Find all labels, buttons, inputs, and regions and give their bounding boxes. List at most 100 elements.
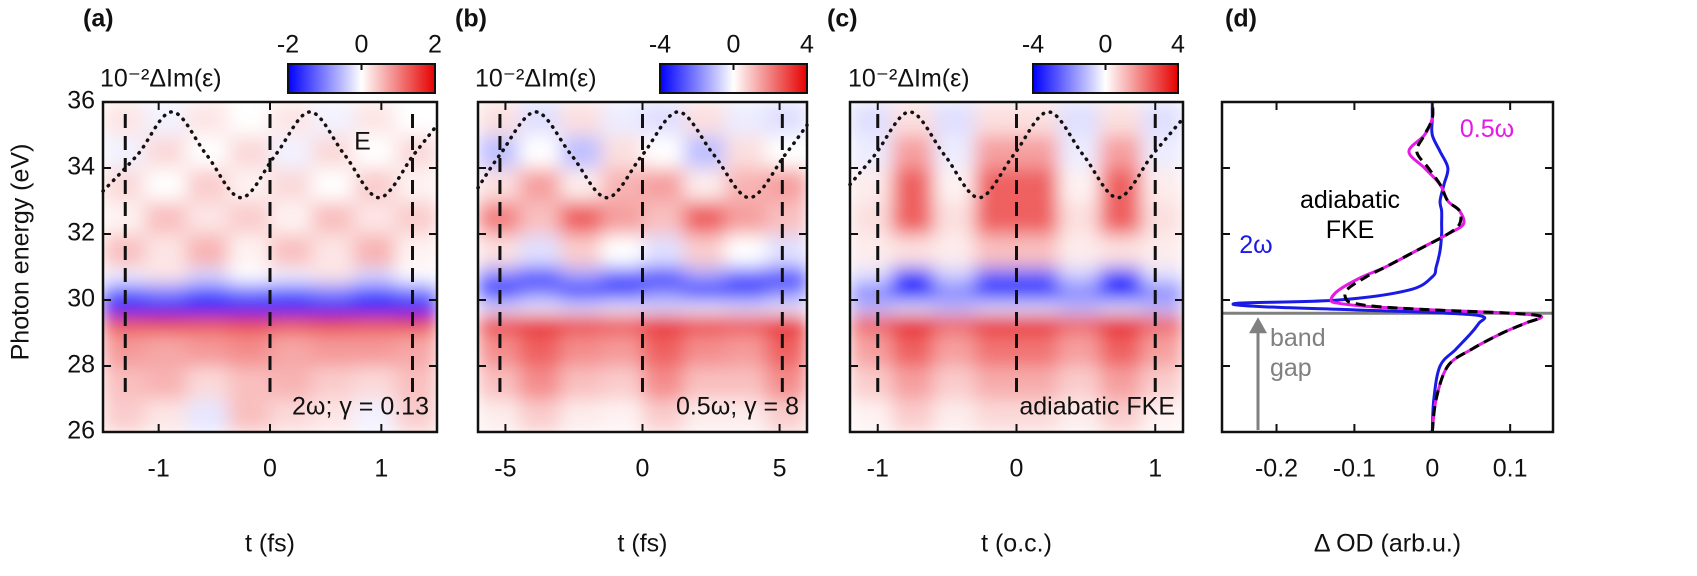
x-axis-label: t (fs) bbox=[245, 530, 295, 558]
heatmap-cell bbox=[765, 399, 807, 432]
heatmap-cell bbox=[1099, 366, 1142, 400]
heatmap-cell bbox=[560, 333, 602, 367]
panel-annotation: 2ω; γ = 0.13 bbox=[292, 393, 429, 421]
heatmap-cell bbox=[933, 300, 976, 316]
heatmap-cell bbox=[560, 234, 602, 268]
heatmap-cell bbox=[891, 333, 934, 367]
y-axis-label: Photon energy (eV) bbox=[7, 144, 35, 361]
heatmap-cell bbox=[311, 135, 354, 169]
heatmap-cell bbox=[186, 333, 229, 367]
heatmap-cell bbox=[353, 135, 396, 169]
x-tick-label: -1 bbox=[867, 455, 889, 483]
heatmap-cell bbox=[1016, 314, 1059, 334]
x-tick-label: 1 bbox=[1148, 455, 1162, 483]
heatmap-cell bbox=[1099, 283, 1142, 301]
heatmap-cell bbox=[601, 366, 643, 400]
heatmap-cell bbox=[1058, 102, 1101, 136]
x-tick-label: 1 bbox=[374, 455, 388, 483]
heatmap-cell bbox=[519, 366, 561, 400]
heatmap-cell bbox=[186, 267, 229, 284]
heatmap-cell bbox=[891, 314, 934, 334]
heatmap-cell bbox=[642, 135, 685, 169]
heatmap-cell bbox=[850, 135, 893, 169]
heatmap-cell bbox=[974, 333, 1017, 367]
heatmap-cell bbox=[353, 168, 396, 202]
x-axis-label: Δ OD (arb.u.) bbox=[1314, 530, 1461, 558]
heatmap-cell bbox=[601, 267, 643, 284]
heatmap-cell bbox=[974, 283, 1017, 301]
heatmap-cell bbox=[186, 102, 229, 136]
heatmap-cell bbox=[601, 300, 643, 316]
heatmap-cell bbox=[974, 102, 1017, 136]
heatmap-cell bbox=[933, 234, 976, 268]
heatmap-cell bbox=[311, 333, 354, 367]
heatmap-cell bbox=[933, 366, 976, 400]
heatmap-cell bbox=[311, 300, 354, 316]
heatmap-cell bbox=[601, 201, 643, 235]
heatmap-cell bbox=[186, 300, 229, 316]
heatmap-cell bbox=[765, 283, 807, 301]
colorbar-tick-label: 0 bbox=[355, 31, 369, 59]
heatmap-cell bbox=[601, 333, 643, 367]
heatmap-cell bbox=[186, 366, 229, 400]
heatmap-cell bbox=[1099, 399, 1142, 432]
heatmap-cell bbox=[724, 201, 767, 235]
heatmap-cell bbox=[228, 283, 271, 301]
heatmap-cell bbox=[560, 366, 602, 400]
heatmap-cell bbox=[850, 267, 893, 284]
x-tick-label: 0.1 bbox=[1493, 455, 1528, 483]
colorbar-tick-label: -4 bbox=[1022, 31, 1044, 59]
heatmap-cell bbox=[850, 201, 893, 235]
heatmap-cell bbox=[933, 168, 976, 202]
y-tick-label: 26 bbox=[67, 417, 95, 445]
heatmap-cell bbox=[144, 366, 187, 400]
panel-annotation: adiabatic FKE bbox=[1019, 393, 1175, 421]
heatmap-cell bbox=[850, 102, 893, 136]
heatmap-cell bbox=[642, 102, 685, 136]
heatmap-cell bbox=[724, 399, 767, 432]
band-gap-arrowhead bbox=[1249, 317, 1267, 334]
heatmap-cell bbox=[933, 399, 976, 432]
x-axis-label: t (fs) bbox=[618, 530, 668, 558]
heatmap-cell bbox=[395, 399, 437, 432]
heatmap-cell bbox=[1141, 333, 1183, 367]
heatmap-cell bbox=[765, 314, 807, 334]
heatmap-cell bbox=[765, 333, 807, 367]
heatmap-cell bbox=[601, 399, 643, 432]
heatmap-cell bbox=[974, 201, 1017, 235]
heatmap-cell bbox=[642, 314, 685, 334]
heatmap-cell bbox=[642, 333, 685, 367]
heatmap-cell bbox=[560, 201, 602, 235]
heatmap-cell bbox=[1141, 283, 1183, 301]
heatmap-cell bbox=[850, 234, 893, 268]
heatmap-cell bbox=[478, 399, 520, 432]
heatmap-cell bbox=[683, 314, 726, 334]
x-axis-label: t (o.c.) bbox=[981, 530, 1052, 558]
heatmap-cell bbox=[560, 168, 602, 202]
heatmap-cell bbox=[1141, 300, 1183, 316]
x-tick-label: -0.2 bbox=[1255, 455, 1298, 483]
panel-label: (a) bbox=[83, 5, 114, 33]
heatmap-cell bbox=[560, 314, 602, 334]
heatmap-cell bbox=[144, 300, 187, 316]
heatmap-cell bbox=[311, 283, 354, 301]
colorbar-tick-label: 2 bbox=[428, 31, 442, 59]
heatmap-cell bbox=[144, 314, 187, 334]
colorbar bbox=[1032, 63, 1179, 94]
heatmap-cell bbox=[270, 366, 313, 400]
heatmap-cell bbox=[1141, 234, 1183, 268]
heatmap-cell bbox=[1016, 333, 1059, 367]
heatmap-cell bbox=[228, 366, 271, 400]
heatmap-cell bbox=[1099, 314, 1142, 334]
heatmap-cell bbox=[560, 300, 602, 316]
heatmap-cell bbox=[724, 102, 767, 136]
heatmap-cell bbox=[519, 234, 561, 268]
heatmap-cell bbox=[144, 102, 187, 136]
heatmap-cell bbox=[228, 168, 271, 202]
field-label: E bbox=[354, 127, 371, 155]
heatmap-cell bbox=[683, 201, 726, 235]
band-gap-label: band gap bbox=[1270, 324, 1326, 383]
heatmap-cell bbox=[519, 333, 561, 367]
